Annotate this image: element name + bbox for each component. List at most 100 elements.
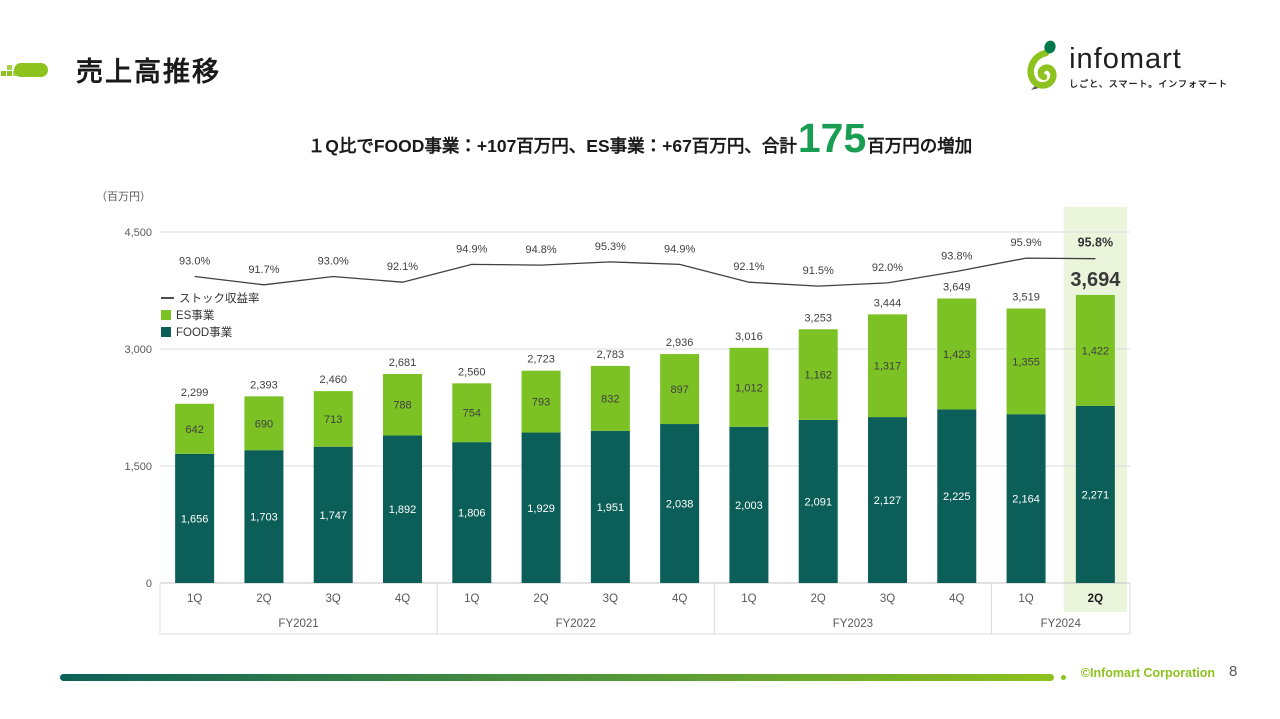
food-value-label: 2,225 [943, 491, 971, 503]
y-tick-label: 1,500 [124, 461, 152, 473]
key-message-suffix: 百万円の増加 [867, 136, 973, 156]
quarter-label: 2Q [256, 593, 271, 605]
quarter-label: 1Q [187, 593, 202, 605]
page-title: 売上高推移 [76, 57, 221, 87]
stock-ratio-label: 95.3% [595, 241, 626, 253]
bar-food-segment [729, 426, 769, 583]
key-message-value: 175 [797, 115, 867, 161]
y-tick-label: 3,000 [124, 344, 152, 356]
legend-item: FOOD事業 [161, 325, 260, 339]
stock-ratio-label: 94.9% [664, 243, 695, 255]
food-value-label: 1,929 [527, 503, 555, 515]
es-value-label: 1,317 [874, 361, 902, 373]
quarter-label: 1Q [1018, 593, 1033, 605]
bar-es-segment [175, 403, 215, 454]
bar-food-segment [1006, 414, 1046, 583]
bar-es-segment [798, 329, 838, 420]
chart-legend: ストック収益率 ES事業 FOOD事業 [161, 291, 260, 339]
y-tick-label: 0 [146, 578, 152, 590]
stock-ratio-label: 92.1% [733, 261, 764, 273]
total-label: 3,519 [1012, 292, 1040, 304]
bar-food-segment [660, 424, 700, 583]
fiscal-year-label: FY2023 [833, 618, 873, 630]
bar-es-segment [521, 370, 561, 433]
food-value-label: 2,038 [666, 499, 694, 511]
bar-es-segment [313, 391, 353, 447]
total-label: 3,253 [804, 312, 832, 324]
es-value-label: 690 [255, 418, 273, 430]
total-label: 2,783 [597, 349, 625, 361]
fiscal-year-label: FY2022 [556, 618, 596, 630]
total-label: 3,016 [735, 331, 763, 343]
stock-ratio-label: 93.0% [179, 256, 210, 268]
logo-tagline: しごと、スマート。インフォマート [1069, 78, 1228, 89]
y-tick-label: 4,500 [124, 227, 152, 239]
stock-ratio-label: 93.8% [941, 250, 972, 262]
stock-ratio-label: 91.7% [248, 264, 279, 276]
bar-es-segment [1075, 294, 1115, 406]
bar-food-segment [937, 409, 977, 583]
fiscal-year-label: FY2021 [278, 618, 318, 630]
es-value-label: 1,422 [1082, 345, 1110, 357]
legend-label: FOOD事業 [176, 327, 233, 339]
total-label: 2,936 [666, 337, 694, 349]
food-value-label: 2,271 [1082, 489, 1110, 501]
stock-ratio-label: 94.9% [456, 243, 487, 255]
bar-es-segment [1006, 308, 1046, 415]
bar-food-segment [868, 417, 907, 583]
quarter-label: 4Q [672, 593, 687, 605]
infomart-logo-icon [1027, 40, 1057, 90]
bar-food-segment [383, 435, 422, 583]
footer-accent-bar [60, 674, 1054, 681]
title-accent-icon [1, 62, 48, 77]
quarter-label: 1Q [464, 593, 479, 605]
legend-line-marker-icon [161, 297, 174, 299]
bar-food-segment [521, 432, 561, 583]
food-value-label: 1,747 [319, 510, 347, 522]
food-value-label: 2,003 [735, 500, 763, 512]
stacked-bar-chart: 0 1,500 3,000 4,500 1,656 642 2,299 1,703 690 2,3… [124, 207, 1131, 635]
es-value-label: 754 [463, 408, 481, 420]
logo-wordmark: infomart [1069, 42, 1182, 75]
quarter-label: 4Q [395, 593, 410, 605]
header: 売上高推移 [0, 50, 221, 89]
copyright: ©Infomart Corporation [1080, 666, 1215, 680]
stock-ratio-line [194, 257, 1096, 287]
stock-ratio-label: 92.0% [872, 262, 903, 274]
es-value-label: 1,423 [943, 349, 971, 361]
total-label: 2,299 [181, 387, 209, 399]
stock-ratio-label: 93.0% [318, 256, 349, 268]
legend-swatch-icon [161, 327, 171, 337]
es-value-label: 793 [532, 397, 550, 409]
food-value-label: 1,892 [389, 504, 417, 516]
legend-swatch-icon [161, 310, 171, 320]
quarter-label: 2Q [533, 593, 548, 605]
bar-food-segment [590, 430, 630, 583]
key-message-prefix: １Q比でFOOD事業：+107百万円、ES事業：+67百万円、合計 [307, 136, 797, 156]
food-value-label: 2,127 [874, 495, 902, 507]
footer-accent-dot [1061, 675, 1066, 680]
total-label: 2,560 [458, 366, 486, 378]
total-label: 2,460 [319, 374, 347, 386]
infomart-logo: infomart しごと、スマート。インフォマート [1023, 40, 1228, 94]
food-value-label: 2,164 [1012, 494, 1040, 506]
total-label: 2,393 [250, 379, 278, 391]
bar-food-segment [175, 453, 215, 583]
y-axis-unit-label: （百万円） [96, 191, 151, 203]
legend-label: ES事業 [176, 310, 215, 322]
bar-food-segment [313, 446, 353, 583]
bar-es-segment [868, 314, 907, 418]
sales-chart: （百万円） 0 1,500 3,000 4,500 1,656 642 2,299 1,703… [0, 185, 1280, 655]
stock-ratio-label: 94.8% [525, 244, 556, 256]
total-label: 3,649 [943, 281, 971, 293]
total-label-highlight: 3,694 [1070, 269, 1121, 291]
stock-ratio-label: 95.9% [1010, 237, 1041, 249]
es-value-label: 897 [670, 384, 688, 396]
es-value-label: 832 [601, 393, 619, 405]
total-label: 3,444 [874, 297, 902, 309]
es-value-label: 1,012 [735, 382, 763, 394]
bar-es-segment [244, 396, 284, 451]
es-value-label: 1,162 [804, 370, 832, 382]
stock-ratio-label: 92.1% [387, 261, 418, 273]
